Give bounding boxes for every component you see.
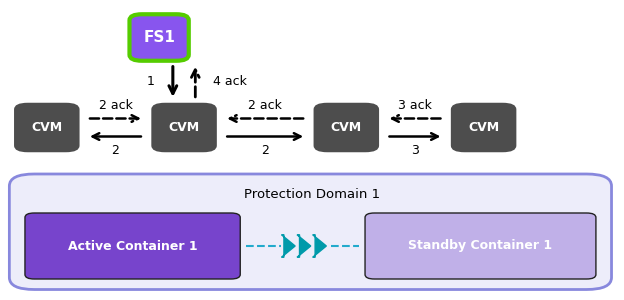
Text: CVM: CVM	[168, 121, 200, 134]
Text: 4 ack: 4 ack	[213, 75, 246, 88]
Text: Standby Container 1: Standby Container 1	[409, 239, 552, 253]
FancyBboxPatch shape	[151, 103, 217, 152]
FancyArrow shape	[297, 235, 311, 257]
Text: 1: 1	[147, 75, 155, 88]
FancyBboxPatch shape	[451, 103, 517, 152]
Text: 2 ack: 2 ack	[248, 98, 282, 112]
FancyArrow shape	[313, 235, 326, 257]
FancyBboxPatch shape	[25, 213, 240, 279]
Text: 3 ack: 3 ack	[398, 98, 432, 112]
Text: Active Container 1: Active Container 1	[68, 239, 197, 253]
FancyArrow shape	[281, 235, 295, 257]
FancyBboxPatch shape	[314, 103, 379, 152]
Text: 2: 2	[261, 143, 269, 157]
FancyBboxPatch shape	[14, 103, 80, 152]
Text: Protection Domain 1: Protection Domain 1	[244, 188, 380, 202]
Text: CVM: CVM	[331, 121, 362, 134]
Text: CVM: CVM	[468, 121, 499, 134]
FancyBboxPatch shape	[365, 213, 596, 279]
Text: 2: 2	[112, 143, 119, 157]
FancyBboxPatch shape	[9, 174, 612, 290]
Text: 2 ack: 2 ack	[99, 98, 132, 112]
Text: 3: 3	[411, 143, 419, 157]
Text: CVM: CVM	[31, 121, 62, 134]
FancyBboxPatch shape	[130, 14, 188, 61]
Text: FS1: FS1	[143, 30, 175, 45]
